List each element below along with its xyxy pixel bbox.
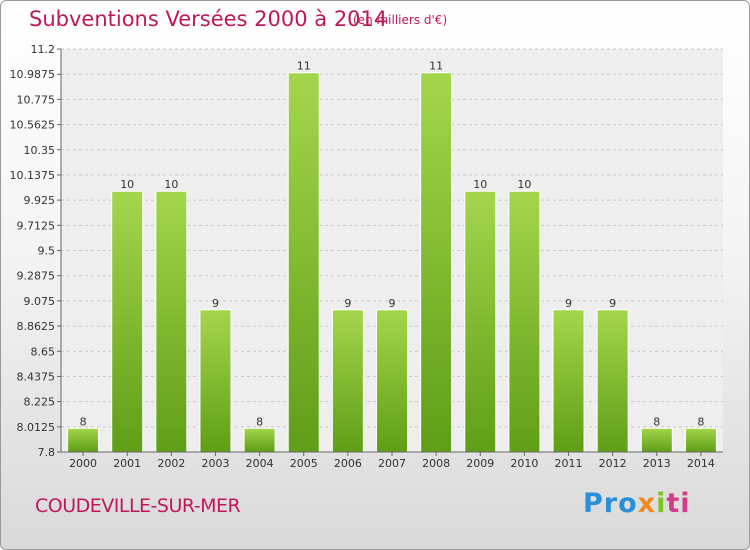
x-tick-label: 2014 (687, 457, 715, 470)
x-tick-label: 2001 (113, 457, 141, 470)
y-tick-label: 8.0125 (17, 421, 56, 434)
bar (376, 309, 408, 453)
x-tick-label: 2010 (510, 457, 538, 470)
bar (243, 427, 276, 453)
bar (331, 309, 364, 453)
commune-name: COUDEVILLE-SUR-MER (35, 495, 241, 517)
data-label: 9 (389, 297, 396, 310)
proxiti-logo: Proxiti (583, 488, 691, 519)
y-tick-label: 8.4375 (17, 370, 56, 383)
x-tick-label: 2007 (378, 457, 406, 470)
bar (67, 427, 100, 453)
bar (155, 190, 188, 453)
y-tick-label: 10.1375 (10, 169, 56, 182)
y-tick-label: 9.2875 (17, 270, 56, 283)
x-tick-label: 2008 (422, 457, 450, 470)
y-tick-label: 9.5 (38, 245, 56, 258)
y-tick-label: 7.8 (38, 446, 56, 459)
y-tick-label: 9.7125 (17, 219, 56, 232)
y-tick-label: 10.5625 (10, 119, 56, 132)
bar (508, 190, 541, 453)
data-label: 11 (297, 60, 311, 73)
bar (287, 72, 320, 453)
data-label: 8 (80, 415, 87, 428)
data-label: 8 (256, 415, 263, 428)
data-label: 10 (517, 178, 531, 191)
logo-part-3: i (656, 488, 667, 519)
x-tick-label: 2012 (599, 457, 627, 470)
data-labels: 8 10 10 9 8 11 9 9 11 10 10 9 9 8 8 (80, 60, 705, 429)
x-tick-label: 2011 (555, 457, 583, 470)
bar (199, 309, 232, 453)
bar (596, 309, 629, 453)
bar (420, 72, 453, 453)
data-label: 10 (164, 178, 178, 191)
bar (552, 309, 585, 453)
x-tick-label: 2003 (201, 457, 229, 470)
y-tick-label: 8.225 (24, 396, 56, 409)
y-tick-label: 9.075 (24, 295, 56, 308)
x-tick-label: 2006 (334, 457, 362, 470)
y-tick-label: 10.775 (17, 93, 56, 106)
y-tick-label: 11.2 (31, 43, 56, 56)
data-label: 10 (120, 178, 134, 191)
y-axis-ticks: 11.2 10.9875 10.775 10.5625 10.35 10.1375 9.92… (10, 43, 61, 459)
data-label: 9 (565, 297, 572, 310)
x-axis-ticks: 2000 2001 2002 2003 2004 2005 2006 2007 2008 2009… (69, 452, 715, 470)
y-tick-label: 10.9875 (10, 68, 56, 81)
x-tick-label: 2009 (466, 457, 494, 470)
x-tick-label: 2000 (69, 457, 97, 470)
logo-part-4: ti (666, 488, 691, 519)
data-label: 11 (429, 60, 443, 73)
chart-title: Subventions Versées 2000 à 2014 (29, 7, 388, 31)
data-label: 8 (697, 415, 704, 428)
data-label: 9 (212, 297, 219, 310)
bar (111, 190, 144, 453)
bar (464, 190, 497, 453)
y-tick-label: 8.65 (31, 345, 56, 358)
y-tick-label: 8.8625 (17, 320, 56, 333)
bars (67, 72, 717, 453)
x-tick-label: 2005 (290, 457, 318, 470)
bar (640, 427, 673, 453)
x-tick-label: 2004 (246, 457, 274, 470)
logo-part-1: Pro (583, 488, 638, 519)
data-label: 9 (344, 297, 351, 310)
y-tick-label: 10.35 (24, 144, 56, 157)
data-label: 10 (473, 178, 487, 191)
y-tick-label: 9.925 (24, 194, 56, 207)
logo-part-2: x (637, 488, 657, 519)
x-tick-label: 2013 (643, 457, 671, 470)
chart-subtitle: (en milliers d'€) (353, 13, 448, 27)
data-label: 9 (609, 297, 616, 310)
bar (684, 427, 717, 453)
data-label: 8 (653, 415, 660, 428)
x-tick-label: 2002 (157, 457, 185, 470)
